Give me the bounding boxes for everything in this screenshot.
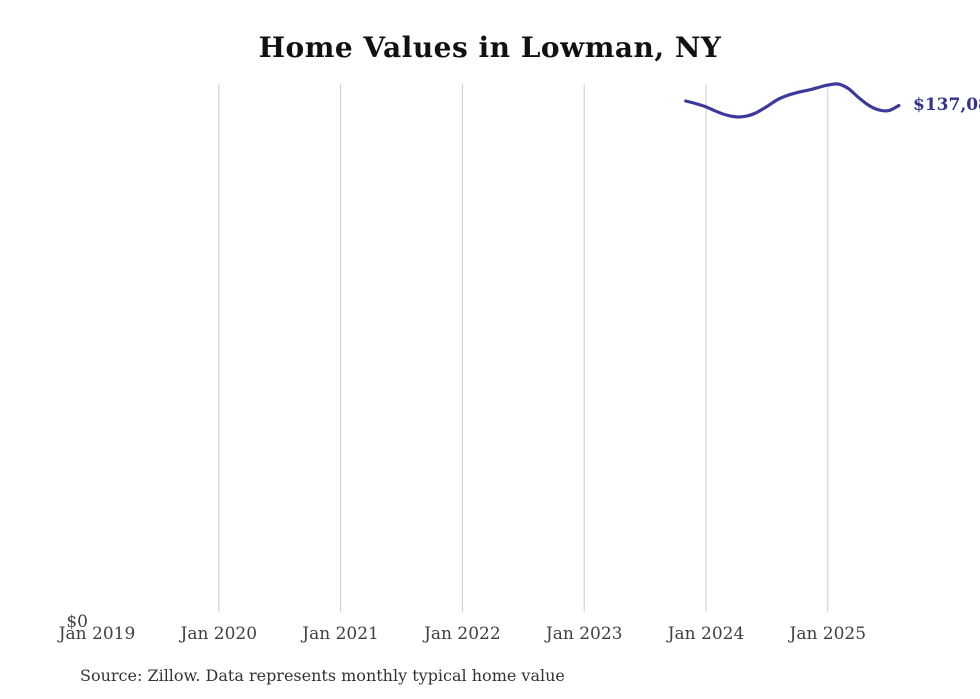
chart-title: Home Values in Lowman, NY [258,31,722,64]
home-value-line [684,82,901,119]
x-tick-label-2025: Jan 2025 [789,624,867,644]
x-tick-label-2023: Jan 2023 [545,624,623,644]
x-tick-label-2019: Jan 2019 [58,624,136,644]
x-tick-label-2020: Jan 2020 [180,624,258,644]
source-note: Source: Zillow. Data represents monthly … [80,666,565,685]
x-tick-label-2022: Jan 2022 [424,624,501,644]
y-axis-zero-label: $0 [66,612,88,632]
latest-value-label: $137,088 [913,95,980,115]
x-tick-label-2021: Jan 2021 [302,624,379,644]
x-tick-label-2024: Jan 2024 [667,624,745,644]
